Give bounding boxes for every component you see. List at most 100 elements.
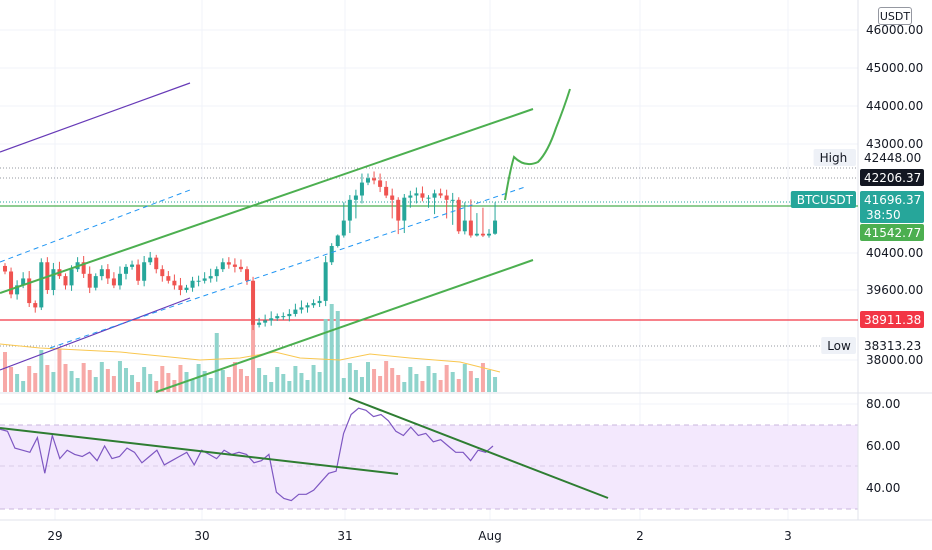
rsi-trend-line-down[interactable] xyxy=(348,397,609,499)
volume-bar xyxy=(432,373,437,392)
price-tag-bg xyxy=(860,149,924,166)
projection-path[interactable] xyxy=(504,88,571,201)
volume-bar xyxy=(305,380,310,392)
candle-body xyxy=(178,285,183,290)
volume-bar xyxy=(238,369,243,392)
price-tag-bg xyxy=(860,169,924,186)
candle-body xyxy=(281,316,286,318)
price-tick-label: 38000.00 xyxy=(866,353,923,367)
volume-bar xyxy=(21,381,26,392)
price-tag-label-bg xyxy=(813,149,856,166)
rsi-tick-label: 80.00 xyxy=(866,397,900,411)
time-tick-label: Aug xyxy=(478,529,501,543)
volume-bar xyxy=(45,365,50,392)
price-tag-label: Low xyxy=(827,339,851,353)
volume-bar xyxy=(39,350,44,392)
candle-body xyxy=(299,307,304,310)
candle-body xyxy=(172,280,177,286)
rsi-line xyxy=(0,407,494,502)
price-candles xyxy=(3,171,498,331)
candle-body xyxy=(251,280,256,325)
price-tick-label: 46000.00 xyxy=(866,23,923,37)
price-axis[interactable]: 46000.00 45000.00 44000.00 43000.00 40400.00… xyxy=(866,23,923,367)
volume-bar xyxy=(402,382,407,392)
volume-bar xyxy=(359,377,364,392)
candle-body xyxy=(305,305,310,308)
candle-body xyxy=(444,195,449,200)
purple-trend-line-upper[interactable] xyxy=(0,82,191,153)
candle-body xyxy=(480,233,485,236)
candle-body xyxy=(81,262,86,274)
rsi-axis[interactable]: 80.00 60.00 40.00 xyxy=(866,397,900,495)
volume-bar xyxy=(105,369,110,392)
volume-bar xyxy=(226,377,231,392)
candle-body xyxy=(420,193,425,198)
time-tick-label: 3 xyxy=(784,529,792,543)
candle-body xyxy=(402,197,407,221)
candle-body xyxy=(9,271,14,295)
candle-body xyxy=(432,193,437,198)
volume-bar xyxy=(438,380,443,392)
candle-body xyxy=(317,300,322,304)
volume-bar xyxy=(245,376,249,392)
time-tick-label: 29 xyxy=(47,529,62,543)
candle-body xyxy=(93,276,98,288)
candle-body xyxy=(69,269,74,286)
candle-body xyxy=(269,318,274,321)
volume-bar xyxy=(287,381,292,392)
candle-body xyxy=(366,178,370,183)
candle-body xyxy=(238,266,243,270)
blue-dashed-channel-mid[interactable] xyxy=(49,186,526,349)
candle-body xyxy=(208,276,213,279)
volume-bar xyxy=(468,371,473,392)
volume-bar xyxy=(311,365,316,392)
volume-bar xyxy=(450,372,455,392)
candle-body xyxy=(323,262,328,301)
candle-body xyxy=(378,180,383,187)
purple-trend-line-lower[interactable] xyxy=(0,297,191,371)
volume-bar xyxy=(366,362,370,392)
volume-bar xyxy=(208,378,213,392)
candle-body xyxy=(438,193,443,196)
rsi-trend-line-long[interactable] xyxy=(0,427,399,475)
candle-body xyxy=(27,278,32,304)
volume-bar xyxy=(57,349,62,392)
volume-bar xyxy=(15,374,20,392)
candle-body xyxy=(154,257,159,270)
price-tag-bg xyxy=(860,311,924,328)
candle-body xyxy=(275,316,280,319)
green-channel-upper[interactable] xyxy=(0,108,534,294)
candle-body xyxy=(105,269,110,279)
volume-bar xyxy=(353,370,358,392)
price-tag-label: BTCUSDT xyxy=(797,193,854,207)
currency-badge[interactable]: USDT xyxy=(878,7,912,25)
price-tag-value: 42448.00 xyxy=(864,151,921,165)
volume-bar xyxy=(87,370,92,392)
candle-body xyxy=(33,303,38,308)
candle-body xyxy=(220,262,225,270)
volume-bar xyxy=(178,365,183,392)
candle-body xyxy=(359,182,364,196)
candle-body xyxy=(474,233,479,236)
candle-body xyxy=(51,269,56,290)
candle-body xyxy=(111,278,116,286)
candle-body xyxy=(408,195,413,198)
volume-bar xyxy=(166,373,171,392)
green-channel-lower[interactable] xyxy=(155,259,534,393)
candle-body xyxy=(335,235,340,246)
blue-dashed-channel-upper[interactable] xyxy=(0,189,191,263)
candle-body xyxy=(341,220,346,236)
candle-body xyxy=(184,287,189,290)
time-axis[interactable]: 29 30 31 Aug 2 3 xyxy=(47,529,791,543)
rsi-band xyxy=(0,425,858,509)
volume-bar xyxy=(372,369,377,392)
candle-body xyxy=(160,269,165,277)
volume-bar xyxy=(257,368,262,392)
volume-bar xyxy=(154,381,159,392)
volume-ma-line xyxy=(0,343,501,373)
candle-body xyxy=(15,285,20,295)
volume-bar xyxy=(27,366,32,392)
candle-body xyxy=(148,257,153,263)
price-tick-label: 44000.00 xyxy=(866,99,923,113)
